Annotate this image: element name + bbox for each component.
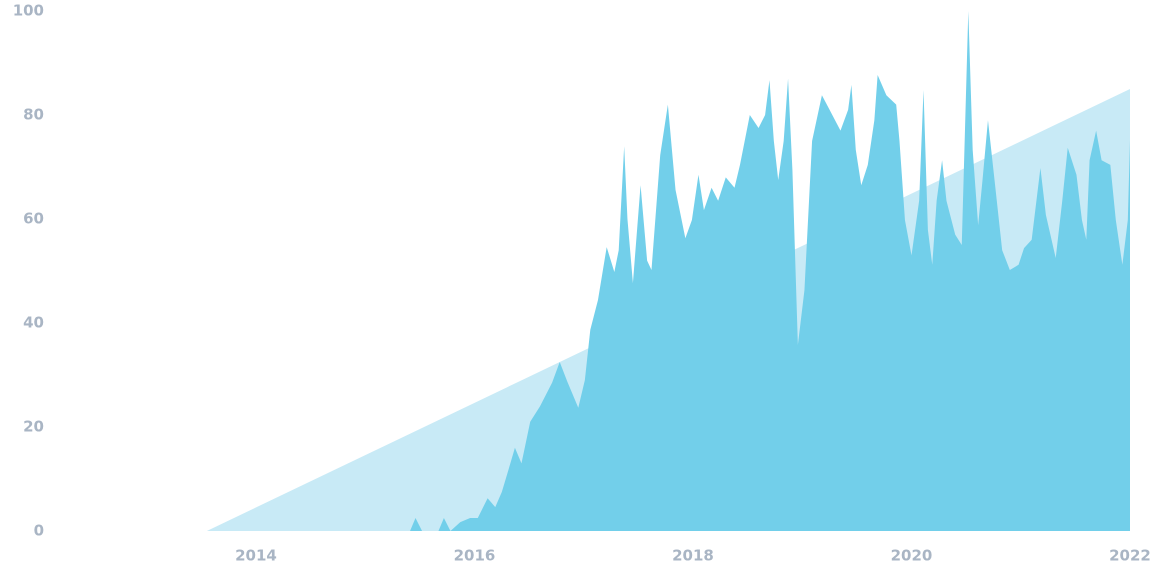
x-tick-label: 2020 [891,547,933,565]
x-tick-label: 2018 [672,547,714,565]
x-tick-label: 2022 [1109,547,1151,565]
y-tick-label: 20 [23,418,44,436]
y-tick-label: 40 [23,314,44,332]
x-tick-label: 2014 [235,547,277,565]
y-tick-label: 0 [34,522,44,540]
area [206,11,1130,531]
x-tick-label: 2016 [454,547,496,565]
y-tick-label: 80 [23,106,44,124]
y-tick-label: 60 [23,210,44,228]
y-tick-label: 100 [13,2,44,20]
